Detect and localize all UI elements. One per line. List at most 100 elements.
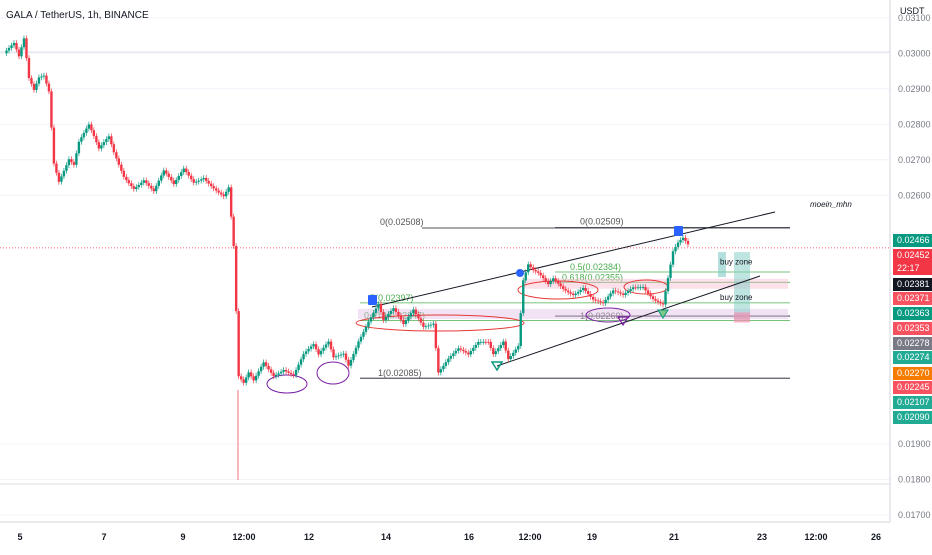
candle-body (584, 287, 587, 292)
candle-body (10, 45, 13, 48)
candle-body (259, 366, 263, 372)
candle-body (202, 178, 205, 180)
candle-body (454, 350, 458, 354)
candle-body (20, 47, 23, 57)
price-tag (893, 381, 932, 394)
candle-body (257, 371, 260, 376)
candle-body (409, 313, 413, 317)
candle-body (75, 153, 78, 165)
candle-body (227, 187, 230, 192)
support-zone (358, 308, 788, 319)
candle-body (532, 267, 535, 271)
x-tick-label: 12:00 (804, 532, 827, 542)
price-tag-label: 0.02278 (897, 338, 930, 348)
candle-body (492, 348, 495, 355)
candle-body (334, 356, 338, 358)
candle-body (407, 316, 410, 321)
candle-body (80, 137, 83, 142)
candle-body (105, 139, 108, 143)
candle-body (671, 251, 675, 265)
price-tag-label: 0.02363 (897, 308, 930, 318)
candle-body (399, 315, 403, 320)
candle-body (95, 136, 98, 143)
x-tick-label: 12 (304, 532, 314, 542)
y-tick-label: 0.03100 (898, 13, 931, 23)
candle-body (387, 313, 390, 317)
currency-label: USDT (900, 6, 925, 16)
candle-body (412, 309, 415, 314)
signal-marker (674, 226, 683, 236)
candle-body (569, 292, 572, 294)
candle-body (482, 341, 485, 343)
candle-body (249, 372, 253, 377)
candle-body (497, 348, 500, 352)
candle-body (47, 83, 51, 92)
candle-body (479, 341, 483, 343)
candle-body (72, 162, 76, 165)
channel-upper-line (371, 211, 776, 308)
candle-body (616, 291, 620, 293)
candle-body (427, 325, 430, 327)
candle-body (299, 359, 303, 365)
candle-body (579, 290, 582, 292)
candle-body (574, 293, 577, 296)
price-tag (893, 351, 932, 364)
candle-body (77, 141, 81, 154)
candle-body (160, 175, 163, 181)
candle-body (175, 179, 178, 185)
candle-body (594, 299, 597, 301)
candle-body (100, 145, 103, 149)
candle-body (537, 271, 540, 273)
candle-body (55, 163, 58, 173)
candle-body (449, 356, 453, 359)
candle-body (457, 348, 460, 351)
candle-body (314, 344, 318, 350)
candle-body (459, 348, 463, 350)
candle-body (15, 42, 18, 50)
buy-zone-box-3 (734, 312, 750, 323)
price-tag-label: 0.02270 (897, 368, 930, 378)
candle-body (462, 349, 465, 352)
candle-body (107, 136, 111, 140)
candle-body (172, 180, 175, 185)
candle-body (57, 172, 61, 182)
price-tag (893, 396, 932, 409)
candle-body (342, 353, 345, 355)
price-tags (893, 234, 932, 424)
candle-body (37, 77, 41, 84)
candle-body (589, 294, 592, 297)
price-tag-label: 0.02274 (897, 352, 930, 362)
candle-body (309, 346, 313, 349)
candle-body (122, 170, 126, 177)
candle-body (606, 296, 610, 300)
candle-body (70, 159, 73, 163)
price-tag (893, 234, 932, 247)
fib-right-label-1: 1(0.02260) (580, 311, 624, 321)
y-tick-label: 0.01700 (898, 510, 931, 520)
price-tag (893, 367, 932, 380)
candle-body (354, 347, 358, 354)
resistance-zone (522, 278, 788, 289)
y-tick-label: 0.01800 (898, 474, 931, 484)
candle-body (487, 341, 490, 343)
candle-body (152, 188, 155, 192)
candle-body (195, 181, 198, 183)
candle-body (669, 264, 672, 278)
candle-body (517, 345, 520, 350)
candle-body (45, 75, 48, 84)
candle-body (145, 180, 148, 184)
candle-body (559, 283, 562, 287)
candle-body (507, 350, 510, 360)
candle-body (224, 191, 228, 197)
candle-body (262, 362, 265, 367)
candle-body (27, 58, 31, 79)
candle-body (424, 326, 428, 328)
candle-body (636, 287, 640, 289)
candle-body (397, 311, 400, 316)
candle-body (364, 326, 368, 332)
buy-zone-label-1: buy zone (720, 258, 753, 267)
candle-body (87, 124, 91, 129)
buy-zone-box-1 (718, 252, 726, 277)
